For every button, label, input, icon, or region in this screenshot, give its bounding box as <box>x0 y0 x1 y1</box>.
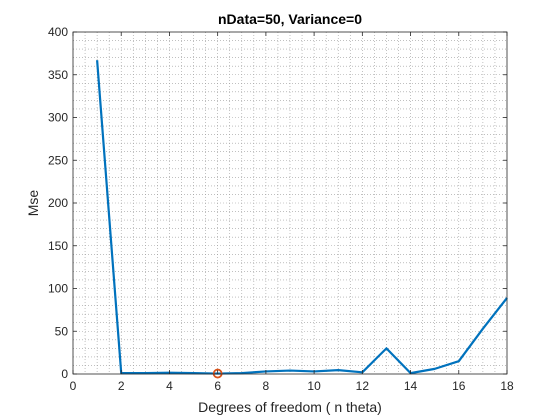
x-tick-label: 6 <box>214 379 221 393</box>
ticks-layer <box>72 31 508 375</box>
x-tick-label: 0 <box>70 379 77 393</box>
minor-grid <box>73 32 507 374</box>
x-tick-label: 10 <box>307 379 321 393</box>
y-axis-label: Mse <box>25 190 41 217</box>
y-tick-label: 250 <box>48 153 68 167</box>
min-marker <box>212 368 223 379</box>
y-tick-label: 350 <box>48 68 68 82</box>
x-tick-label: 18 <box>500 379 514 393</box>
y-tick-label: 200 <box>48 196 68 210</box>
y-tick-label: 100 <box>48 282 68 296</box>
highlight-layer <box>212 368 223 379</box>
y-tick-label: 0 <box>61 367 68 381</box>
chart-title: nData=50, Variance=0 <box>218 11 362 27</box>
series-line-0 <box>96 60 508 375</box>
y-tick-label: 50 <box>55 324 69 338</box>
y-tick-label: 400 <box>48 25 68 39</box>
y-tick-label: 300 <box>48 111 68 125</box>
x-tick-label: 16 <box>452 379 466 393</box>
x-tick-label: 14 <box>404 379 418 393</box>
x-axis-label: Degrees of freedom ( n theta) <box>198 399 382 415</box>
x-tick-label: 4 <box>166 379 173 393</box>
tick-labels: 0 2 4 6 8 10 12 14 16 18 0 50 100 150 200 250 300 350 400 <box>48 25 514 393</box>
x-tick-label: 2 <box>118 379 125 393</box>
x-tick-label: 12 <box>356 379 370 393</box>
x-tick-label: 8 <box>263 379 270 393</box>
y-tick-label: 150 <box>48 239 68 253</box>
